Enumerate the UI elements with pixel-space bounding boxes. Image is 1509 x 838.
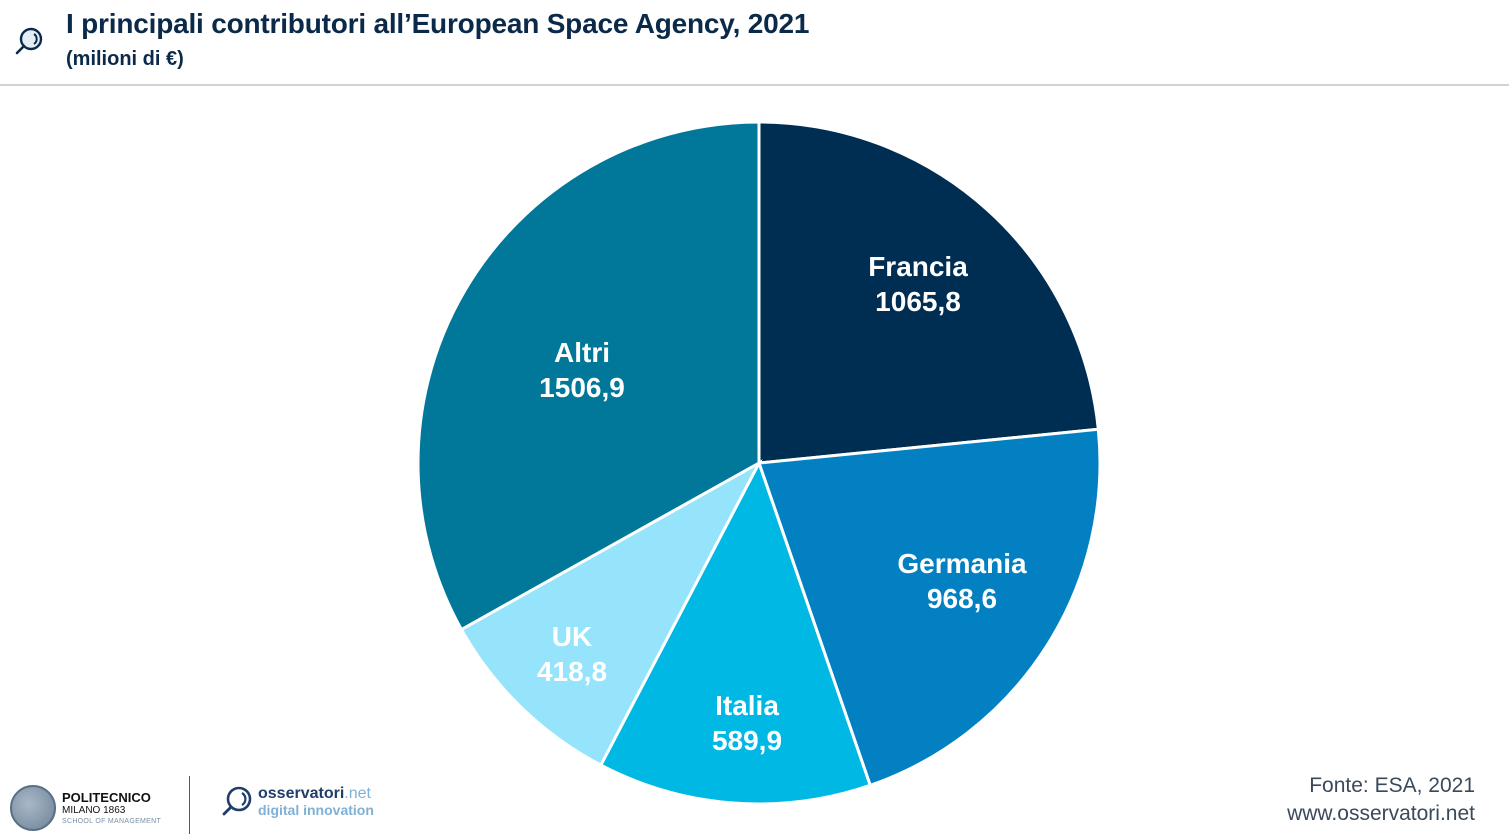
politecnico-city: MILANO 1863 <box>62 805 126 816</box>
slice-value-francia: 1065,8 <box>875 286 961 317</box>
osservatori-magnifier-icon <box>222 786 252 816</box>
osservatori-tagline: digital innovation <box>258 801 374 818</box>
slice-label-francia: Francia <box>868 251 968 282</box>
osservatori-logo: osservatori.net digital innovation <box>220 784 374 818</box>
pie-slice-italia <box>598 459 873 806</box>
pie-slice-uk <box>459 459 763 768</box>
politecnico-seal-icon <box>10 785 56 831</box>
source-text: Fonte: ESA, 2021 <box>1309 774 1475 797</box>
slice-label-italia: Italia <box>715 690 779 721</box>
politecnico-school: SCHOOL OF MANAGEMENT <box>62 818 162 825</box>
politecnico-name: POLITECNICO <box>62 790 151 805</box>
slice-label-altri: Altri <box>554 337 610 368</box>
politecnico-logo: POLITECNICO MILANO 1863 SCHOOL OF MANAGE… <box>10 780 161 836</box>
chart-title: I principali contributori all’European S… <box>66 8 810 39</box>
slice-label-germania: Germania <box>897 548 1027 579</box>
slice-value-altri: 1506,9 <box>539 372 625 403</box>
chart-subtitle: (milioni di €) <box>66 48 184 70</box>
slice-value-uk: 418,8 <box>537 656 607 687</box>
website-link[interactable]: www.osservatori.net <box>1287 802 1475 825</box>
pie-slice-germania <box>756 427 1102 788</box>
pie-slice-altri <box>416 120 761 632</box>
osservatori-suffix: .net <box>344 784 371 802</box>
osservatori-brand: osservatori <box>258 784 345 802</box>
header-divider <box>0 84 1509 86</box>
slice-value-italia: 589,9 <box>712 725 782 756</box>
pie-slice-francia <box>757 120 1100 465</box>
slice-label-uk: UK <box>552 621 592 652</box>
slice-value-germania: 968,6 <box>927 583 997 614</box>
source-block: Fonte: ESA, 2021 www.osservatori.net <box>1287 772 1475 828</box>
magnifier-logo-icon <box>15 27 43 55</box>
footer-divider <box>189 776 190 834</box>
